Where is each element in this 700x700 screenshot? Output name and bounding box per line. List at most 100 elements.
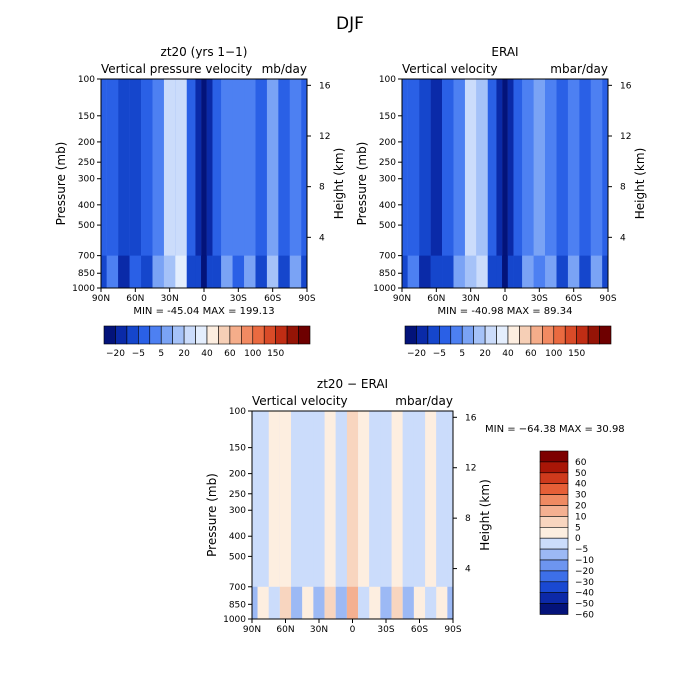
heatmap-lower-band (602, 255, 608, 288)
heatmap-band (291, 411, 303, 619)
heatmap-lower-band (430, 255, 443, 288)
colorbar-swatch (539, 472, 569, 484)
heatmap-lower-band (163, 255, 176, 288)
y-tick-label: 400 (78, 201, 95, 211)
colorbar-label: 60 (575, 458, 587, 468)
heatmap-band (244, 79, 256, 288)
colorbar-label: −10 (575, 556, 594, 566)
colorbar-label: 20 (575, 502, 587, 512)
heatmap-band (556, 79, 568, 288)
x-tick-label: 0 (502, 294, 508, 304)
heatmap-lower-band (212, 255, 222, 288)
heatmap-lower-band (252, 586, 258, 619)
colorbar-swatch (539, 548, 569, 561)
colorbar-swatch (519, 325, 532, 345)
heatmap-band (419, 79, 431, 288)
y2-tick-label: 16 (319, 81, 331, 91)
heatmap-lower-band (195, 255, 202, 288)
colorbar-swatch (539, 450, 569, 463)
heatmap-band (279, 411, 292, 619)
colorbar-swatch (539, 483, 569, 495)
heatmap-lower-band (313, 586, 325, 619)
colorbar-swatch (539, 494, 569, 506)
colorbar-label: 30 (575, 491, 587, 501)
heatmap-band (513, 79, 523, 288)
y-tick-label: 400 (379, 201, 396, 211)
heatmap-band (533, 79, 546, 288)
heatmap-band (602, 79, 608, 288)
heatmap-lower-band (522, 255, 534, 288)
colorbar-label: −20 (407, 349, 426, 359)
colorbar-swatch (195, 325, 208, 345)
heatmap-lower-band (425, 586, 437, 619)
colorbar-label: −5 (575, 545, 588, 555)
heatmap-lower-band (402, 586, 414, 619)
heatmap-lower-band (545, 255, 557, 288)
colorbar-swatch (530, 325, 543, 345)
heatmap-band (335, 411, 347, 619)
heatmap-lower-band (464, 255, 477, 288)
heatmap-band (201, 79, 207, 288)
colorbar-swatch (539, 559, 569, 572)
x-tick-label: 60S (411, 625, 428, 635)
heatmap-band (507, 79, 514, 288)
heatmap-band (369, 411, 381, 619)
heatmap-band (175, 79, 187, 288)
colorbar-label: 100 (545, 349, 562, 359)
heatmap-lower-band (579, 255, 591, 288)
heatmap-lower-band (476, 255, 488, 288)
heatmap-band (268, 411, 280, 619)
colorbar-swatch (416, 325, 429, 345)
colorbar-swatch (138, 325, 151, 345)
heatmap-band (567, 79, 580, 288)
heatmap-lower-band (244, 255, 256, 288)
heatmap-band (232, 79, 245, 288)
heatmap-lower-band (402, 255, 408, 288)
heatmap-band (106, 79, 119, 288)
colorbar-label: 20 (479, 349, 491, 359)
colorbar-swatch (149, 325, 162, 345)
colorbar-swatch (539, 461, 569, 474)
colorbar-swatch (206, 325, 219, 345)
subtitle-left: Vertical velocity (252, 394, 348, 408)
y2-axis-label: Height (km) (633, 148, 647, 219)
x-tick-label: 90N (393, 294, 411, 304)
colorbar-swatch (539, 592, 569, 604)
subtitle-left: Vertical pressure velocity (101, 62, 252, 76)
y-tick-label: 1000 (72, 284, 95, 294)
heatmap-lower-band (442, 255, 454, 288)
heatmap-band (413, 411, 426, 619)
x-tick-label: 30N (462, 294, 480, 304)
y2-tick-label: 4 (620, 233, 626, 243)
colorbar: −20 −5 5 20 40 60 100 150 (404, 325, 612, 359)
heatmap-lower-band (502, 255, 508, 288)
heatmap-lower-band (507, 255, 514, 288)
y-tick-label: 150 (379, 112, 396, 122)
heatmap-band (278, 79, 290, 288)
heatmap-lower-band (391, 586, 403, 619)
y2-tick-label: 12 (465, 464, 476, 474)
heatmap-band (487, 79, 497, 288)
y-tick-label: 850 (379, 269, 396, 279)
heatmap-lower-band (324, 586, 336, 619)
y2-tick-label: 8 (620, 183, 626, 193)
colorbar-swatch (126, 325, 139, 345)
heatmap-band (212, 79, 222, 288)
heatmap-field (252, 411, 453, 619)
y2-tick-label: 12 (620, 132, 631, 142)
colorbar-label: 10 (575, 512, 587, 522)
heatmap-band (453, 79, 465, 288)
y-tick-label: 150 (78, 112, 95, 122)
colorbar-swatch (599, 325, 612, 345)
colorbar-swatch (539, 505, 569, 517)
heatmap-band (476, 79, 488, 288)
heatmap-lower-band (152, 255, 164, 288)
colorbar-swatch (542, 325, 555, 345)
y-axis-label: Pressure (mb) (205, 473, 219, 557)
heatmap-band (442, 79, 454, 288)
heatmap-lower-band (407, 255, 420, 288)
y-tick-label: 850 (78, 269, 95, 279)
heatmap-band (289, 79, 302, 288)
y-tick-label: 500 (229, 552, 246, 562)
